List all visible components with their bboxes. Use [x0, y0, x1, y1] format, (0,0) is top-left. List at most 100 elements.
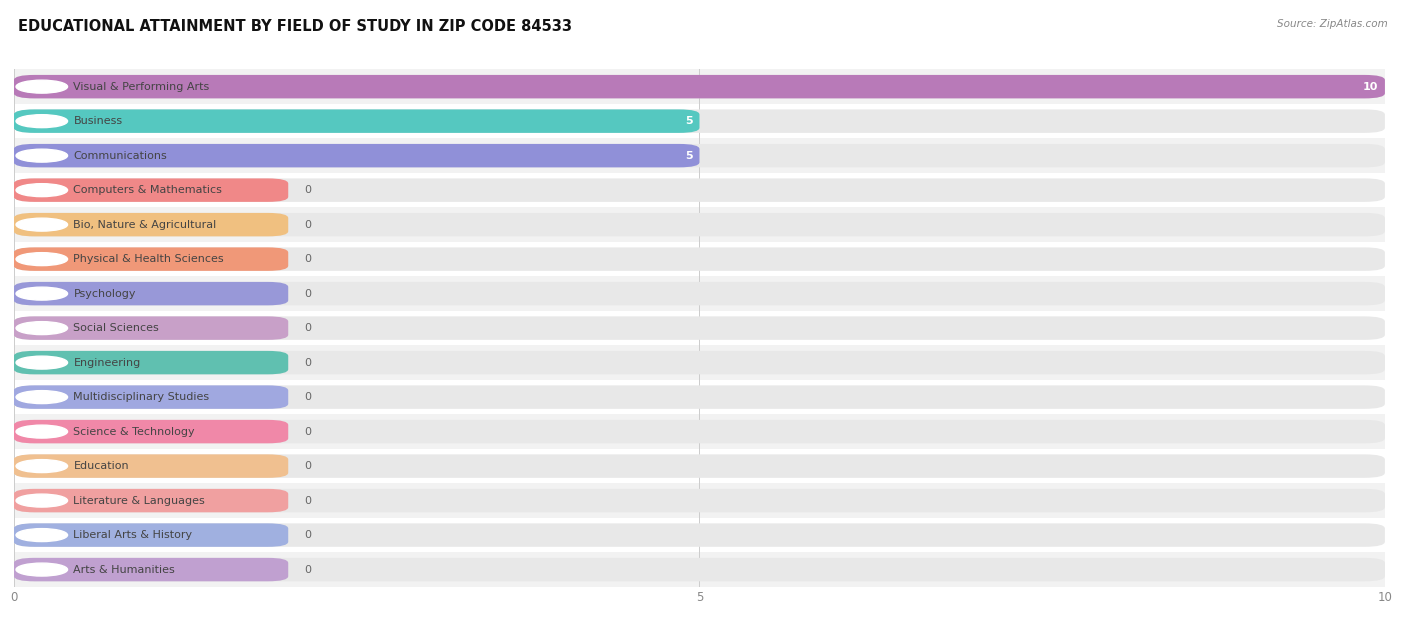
FancyBboxPatch shape — [14, 454, 1385, 478]
FancyBboxPatch shape — [14, 420, 288, 444]
FancyBboxPatch shape — [14, 316, 1385, 340]
Text: Education: Education — [73, 461, 129, 471]
FancyBboxPatch shape — [14, 144, 1385, 167]
FancyBboxPatch shape — [14, 351, 1385, 374]
Text: Visual & Performing Arts: Visual & Performing Arts — [73, 81, 209, 91]
Circle shape — [3, 146, 82, 165]
FancyBboxPatch shape — [14, 558, 1385, 581]
FancyBboxPatch shape — [14, 144, 700, 167]
Circle shape — [3, 77, 82, 97]
Text: Computers & Mathematics: Computers & Mathematics — [73, 185, 222, 195]
Bar — [14, 276, 1385, 311]
Circle shape — [15, 563, 67, 576]
Text: Liberal Arts & History: Liberal Arts & History — [73, 530, 193, 540]
Text: Multidisciplinary Studies: Multidisciplinary Studies — [73, 392, 209, 402]
Circle shape — [3, 215, 82, 235]
Bar — [14, 518, 1385, 552]
Bar — [14, 483, 1385, 518]
Circle shape — [3, 560, 82, 579]
Circle shape — [15, 184, 67, 197]
Text: Source: ZipAtlas.com: Source: ZipAtlas.com — [1277, 19, 1388, 29]
Text: Science & Technology: Science & Technology — [73, 427, 195, 437]
FancyBboxPatch shape — [14, 386, 1385, 409]
Circle shape — [3, 180, 82, 200]
Circle shape — [15, 391, 67, 404]
FancyBboxPatch shape — [14, 109, 1385, 133]
FancyBboxPatch shape — [14, 351, 288, 374]
Text: 0: 0 — [305, 495, 312, 505]
Bar — [14, 345, 1385, 380]
Circle shape — [15, 529, 67, 541]
Bar — [14, 311, 1385, 345]
FancyBboxPatch shape — [14, 75, 1385, 98]
FancyBboxPatch shape — [14, 420, 1385, 444]
Text: 10: 10 — [1362, 81, 1378, 91]
Text: 0: 0 — [305, 461, 312, 471]
Circle shape — [3, 491, 82, 510]
Bar — [14, 208, 1385, 242]
Bar — [14, 415, 1385, 449]
FancyBboxPatch shape — [14, 489, 288, 512]
Text: 0: 0 — [305, 220, 312, 230]
Text: 0: 0 — [305, 185, 312, 195]
FancyBboxPatch shape — [14, 179, 1385, 202]
Circle shape — [3, 387, 82, 407]
Circle shape — [15, 218, 67, 231]
Text: Psychology: Psychology — [73, 288, 136, 298]
Bar — [14, 552, 1385, 587]
FancyBboxPatch shape — [14, 213, 288, 237]
Circle shape — [3, 284, 82, 304]
Circle shape — [3, 111, 82, 131]
Text: Engineering: Engineering — [73, 358, 141, 368]
Text: 0: 0 — [305, 565, 312, 575]
Circle shape — [15, 115, 67, 127]
FancyBboxPatch shape — [14, 316, 288, 340]
Text: Bio, Nature & Agricultural: Bio, Nature & Agricultural — [73, 220, 217, 230]
FancyBboxPatch shape — [14, 282, 288, 305]
FancyBboxPatch shape — [14, 523, 288, 547]
Text: Social Sciences: Social Sciences — [73, 323, 159, 333]
FancyBboxPatch shape — [14, 213, 1385, 237]
FancyBboxPatch shape — [14, 454, 288, 478]
FancyBboxPatch shape — [14, 489, 1385, 512]
Bar — [14, 449, 1385, 483]
Text: Communications: Communications — [73, 151, 167, 161]
Bar — [14, 69, 1385, 104]
Circle shape — [15, 425, 67, 438]
Text: 0: 0 — [305, 530, 312, 540]
Circle shape — [15, 459, 67, 473]
Bar — [14, 173, 1385, 208]
Circle shape — [3, 249, 82, 269]
FancyBboxPatch shape — [14, 282, 1385, 305]
Bar — [14, 104, 1385, 138]
FancyBboxPatch shape — [14, 179, 288, 202]
Text: 0: 0 — [305, 254, 312, 264]
Bar — [14, 242, 1385, 276]
Circle shape — [15, 494, 67, 507]
Text: Arts & Humanities: Arts & Humanities — [73, 565, 176, 575]
FancyBboxPatch shape — [14, 75, 1385, 98]
Text: 5: 5 — [685, 116, 693, 126]
Circle shape — [15, 322, 67, 334]
Text: Business: Business — [73, 116, 122, 126]
Circle shape — [15, 149, 67, 162]
FancyBboxPatch shape — [14, 247, 288, 271]
FancyBboxPatch shape — [14, 109, 700, 133]
Text: 0: 0 — [305, 358, 312, 368]
Circle shape — [15, 287, 67, 300]
Bar — [14, 138, 1385, 173]
Circle shape — [3, 525, 82, 545]
Circle shape — [3, 456, 82, 476]
Circle shape — [15, 252, 67, 266]
Circle shape — [3, 318, 82, 338]
Circle shape — [3, 353, 82, 372]
FancyBboxPatch shape — [14, 386, 288, 409]
Text: 0: 0 — [305, 288, 312, 298]
Circle shape — [15, 80, 67, 93]
Circle shape — [15, 356, 67, 369]
Text: Physical & Health Sciences: Physical & Health Sciences — [73, 254, 224, 264]
FancyBboxPatch shape — [14, 523, 1385, 547]
FancyBboxPatch shape — [14, 558, 288, 581]
Bar — [14, 380, 1385, 415]
FancyBboxPatch shape — [14, 247, 1385, 271]
